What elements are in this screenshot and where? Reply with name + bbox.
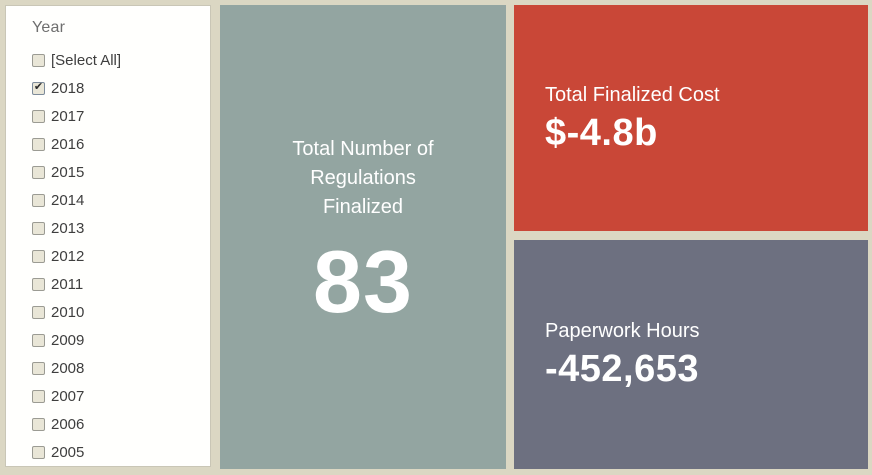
year-filter-label: [Select All] xyxy=(51,51,122,69)
year-filter-label: 2014 xyxy=(51,191,85,209)
checkbox-icon[interactable] xyxy=(32,333,45,347)
checkbox-icon[interactable] xyxy=(32,137,45,151)
year-filter-item[interactable]: 2006 xyxy=(32,410,210,438)
year-filter-label: 2015 xyxy=(51,163,85,181)
year-filter-item[interactable]: 2018 xyxy=(32,74,210,102)
year-filter-label: 2010 xyxy=(51,303,85,321)
year-filter-label: 2017 xyxy=(51,107,85,125)
checkbox-icon[interactable] xyxy=(32,361,45,375)
checkbox-icon[interactable] xyxy=(32,249,45,263)
checkbox-icon[interactable] xyxy=(32,305,45,319)
year-filter-label: 2008 xyxy=(51,359,85,377)
checkbox-icon[interactable] xyxy=(32,445,45,459)
year-filter-item[interactable]: 2015 xyxy=(32,158,210,186)
year-filter-item[interactable]: 2016 xyxy=(32,130,210,158)
year-filter-label: 2006 xyxy=(51,415,85,433)
year-filter-item[interactable]: 2009 xyxy=(32,326,210,354)
year-filter-item[interactable]: 2011 xyxy=(32,270,210,298)
year-filter-label: 2009 xyxy=(51,331,85,349)
year-filter-item[interactable]: 2007 xyxy=(32,382,210,410)
kpi-paperwork-label: Paperwork Hours xyxy=(545,320,700,343)
kpi-paperwork-panel: Paperwork Hours -452,653 xyxy=(514,240,868,469)
year-filter-item[interactable]: 2013 xyxy=(32,214,210,242)
year-filter-item[interactable]: 2008 xyxy=(32,354,210,382)
year-filter-label: 2013 xyxy=(51,219,85,237)
checkbox-icon[interactable] xyxy=(32,53,45,67)
kpi-regulations-value: 83 xyxy=(313,231,413,331)
filter-title: Year xyxy=(32,19,66,36)
year-filter-label: 2005 xyxy=(51,443,85,461)
checkbox-icon[interactable] xyxy=(32,193,45,207)
year-filter-panel: Year [Select All] 2018 2017 2016 2015 xyxy=(5,5,211,467)
kpi-cost-panel: Total Finalized Cost $-4.8b xyxy=(514,5,868,231)
kpi-cost-value: $-4.8b xyxy=(545,111,658,154)
checkbox-icon[interactable] xyxy=(32,277,45,291)
year-filter-item[interactable]: 2014 xyxy=(32,186,210,214)
checkbox-icon[interactable] xyxy=(32,109,45,123)
year-filter-item[interactable]: 2010 xyxy=(32,298,210,326)
kpi-paperwork-value: -452,653 xyxy=(545,348,700,391)
year-filter-item[interactable]: 2017 xyxy=(32,102,210,130)
year-filter-label: 2007 xyxy=(51,387,85,405)
year-filter-label: 2016 xyxy=(51,135,85,153)
checkbox-icon[interactable] xyxy=(32,389,45,403)
kpi-regulations-label: Total Number of Regulations Finalized xyxy=(292,137,434,218)
checkbox-icon[interactable] xyxy=(32,417,45,431)
checkbox-icon[interactable] xyxy=(32,221,45,235)
kpi-regulations-panel: Total Number of Regulations Finalized 83 xyxy=(220,5,506,469)
year-filter-label: 2018 xyxy=(51,79,85,97)
checkbox-icon[interactable] xyxy=(32,81,45,95)
year-filter-label: 2012 xyxy=(51,247,85,265)
kpi-cost-label: Total Finalized Cost xyxy=(545,83,720,106)
year-filter-label: 2011 xyxy=(51,275,84,293)
year-filter-item[interactable]: 2005 xyxy=(32,438,210,466)
year-filter-item[interactable]: [Select All] xyxy=(32,46,210,74)
year-filter-item[interactable]: 2012 xyxy=(32,242,210,270)
checkbox-icon[interactable] xyxy=(32,165,45,179)
year-filter-list: [Select All] 2018 2017 2016 2015 2014 xyxy=(32,46,210,466)
